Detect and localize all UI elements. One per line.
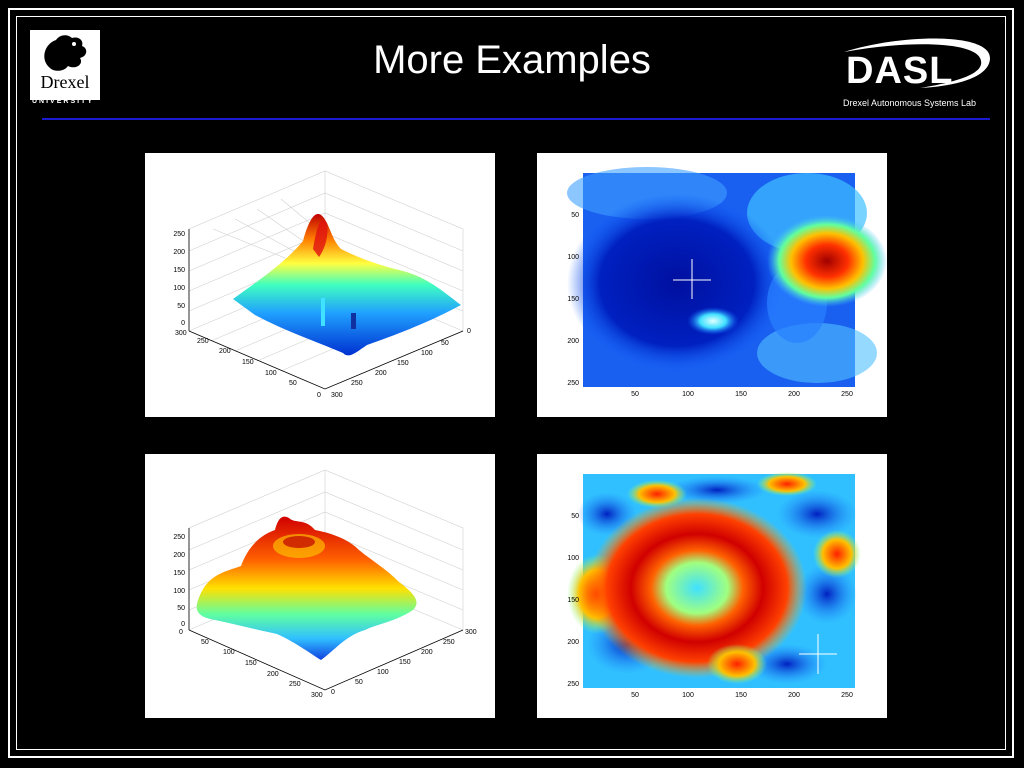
y-tick: 200 xyxy=(567,338,579,345)
left-axis-tick: 150 xyxy=(245,660,257,667)
x-tick: 200 xyxy=(788,391,800,398)
y-tick: 50 xyxy=(571,513,579,520)
y-tick: 250 xyxy=(567,380,579,387)
surface-1-spike xyxy=(321,298,325,326)
y-tick: 150 xyxy=(567,296,579,303)
right-axis-tick: 200 xyxy=(421,649,433,656)
drexel-wordmark: Drexel xyxy=(40,72,90,92)
right-axis-tick: 0 xyxy=(331,689,335,696)
left-axis-tick: 0 xyxy=(179,629,183,636)
x-tick: 250 xyxy=(841,391,853,398)
x-tick: 150 xyxy=(735,692,747,699)
y-tick: 200 xyxy=(567,639,579,646)
left-axis-tick: 300 xyxy=(311,692,323,699)
left-axis-tick: 50 xyxy=(289,380,297,387)
y-tick: 100 xyxy=(567,254,579,261)
heatmap-2-crosshair xyxy=(799,634,837,674)
x-tick: 150 xyxy=(735,391,747,398)
slide-title: More Examples xyxy=(373,38,651,82)
surface-1-mesh xyxy=(233,214,461,356)
left-axis-tick: 150 xyxy=(242,359,254,366)
x-tick: 200 xyxy=(788,692,800,699)
z-tick: 200 xyxy=(173,552,185,559)
slide-frame-outer xyxy=(8,8,1014,758)
right-axis-tick: 300 xyxy=(465,629,477,636)
surface-plot-2: 250 200 150 100 50 0 0 50 100 150 200 25… xyxy=(145,454,495,718)
left-axis-tick: 200 xyxy=(219,348,231,355)
slide-frame-inner xyxy=(16,16,1006,750)
left-axis-tick: 250 xyxy=(289,681,301,688)
heatmap-1-svg: 50 100 150 200 250 50 100 150 200 250 xyxy=(567,167,887,398)
dasl-wordmark: DASL xyxy=(846,50,954,92)
y-tick: 50 xyxy=(571,212,579,219)
surface-plot-1-svg: 250 200 150 100 50 0 300 250 200 150 100… xyxy=(173,170,471,399)
x-tick: 50 xyxy=(631,692,639,699)
y-tick: 150 xyxy=(567,597,579,604)
right-axis-tick: 100 xyxy=(377,669,389,676)
surface-plot-1: 250 200 150 100 50 0 300 250 200 150 100… xyxy=(145,153,495,417)
dragon-icon xyxy=(44,35,87,71)
z-tick: 100 xyxy=(173,285,185,292)
left-axis-tick: 200 xyxy=(267,671,279,678)
left-axis-tick: 50 xyxy=(201,639,209,646)
x-tick: 100 xyxy=(682,692,694,699)
left-axis-tick: 0 xyxy=(317,392,321,399)
left-axis-tick: 250 xyxy=(197,338,209,345)
z-tick: 0 xyxy=(181,621,185,628)
z-tick: 150 xyxy=(173,267,185,274)
z-tick: 50 xyxy=(177,303,185,310)
right-axis-tick: 150 xyxy=(399,659,411,666)
z-tick: 100 xyxy=(173,588,185,595)
right-axis-tick: 250 xyxy=(443,639,455,646)
right-axis-tick: 200 xyxy=(375,370,387,377)
title-rule xyxy=(42,118,990,120)
heatmap-1-hotspot xyxy=(767,215,887,307)
right-axis-tick: 250 xyxy=(351,380,363,387)
surface-2-mesh xyxy=(196,516,417,660)
left-axis-tick: 100 xyxy=(265,370,277,377)
heatmap-2-ring xyxy=(587,498,807,678)
z-tick: 0 xyxy=(181,320,185,327)
right-axis-tick: 50 xyxy=(441,340,449,347)
z-tick: 250 xyxy=(173,534,185,541)
right-axis-tick: 0 xyxy=(467,328,471,335)
y-tick: 100 xyxy=(567,555,579,562)
heatmap-1-crosshair xyxy=(673,259,711,299)
heatmap-1: 50 100 150 200 250 50 100 150 200 250 xyxy=(537,153,887,417)
x-tick: 100 xyxy=(682,391,694,398)
z-tick: 50 xyxy=(177,605,185,612)
dasl-logo: DASL Drexel Autonomous Systems Lab xyxy=(840,36,996,112)
y-tick: 250 xyxy=(567,681,579,688)
x-tick: 250 xyxy=(841,692,853,699)
right-axis-tick: 300 xyxy=(331,392,343,399)
heatmap-2-svg: 50 100 150 200 250 50 100 150 200 250 xyxy=(567,472,861,699)
right-axis-tick: 150 xyxy=(397,360,409,367)
right-axis-tick: 100 xyxy=(421,350,433,357)
x-tick: 50 xyxy=(631,391,639,398)
heatmap-2: 50 100 150 200 250 50 100 150 200 250 xyxy=(537,454,887,718)
left-axis-tick: 300 xyxy=(175,330,187,337)
right-axis-tick: 50 xyxy=(355,679,363,686)
z-tick: 250 xyxy=(173,231,185,238)
left-axis-tick: 100 xyxy=(223,649,235,656)
drexel-university-label: UNIVERSITY xyxy=(32,98,95,105)
drexel-logo: Drexel xyxy=(30,30,100,100)
surface-plot-2-svg: 250 200 150 100 50 0 0 50 100 150 200 25… xyxy=(173,469,477,699)
z-tick: 200 xyxy=(173,249,185,256)
z-tick: 150 xyxy=(173,570,185,577)
dasl-subtitle: Drexel Autonomous Systems Lab xyxy=(843,98,977,108)
